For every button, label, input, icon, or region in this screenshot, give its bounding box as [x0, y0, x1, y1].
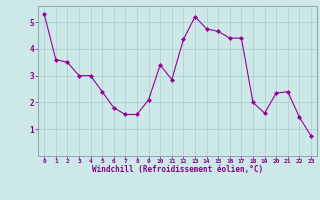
X-axis label: Windchill (Refroidissement éolien,°C): Windchill (Refroidissement éolien,°C)	[92, 165, 263, 174]
